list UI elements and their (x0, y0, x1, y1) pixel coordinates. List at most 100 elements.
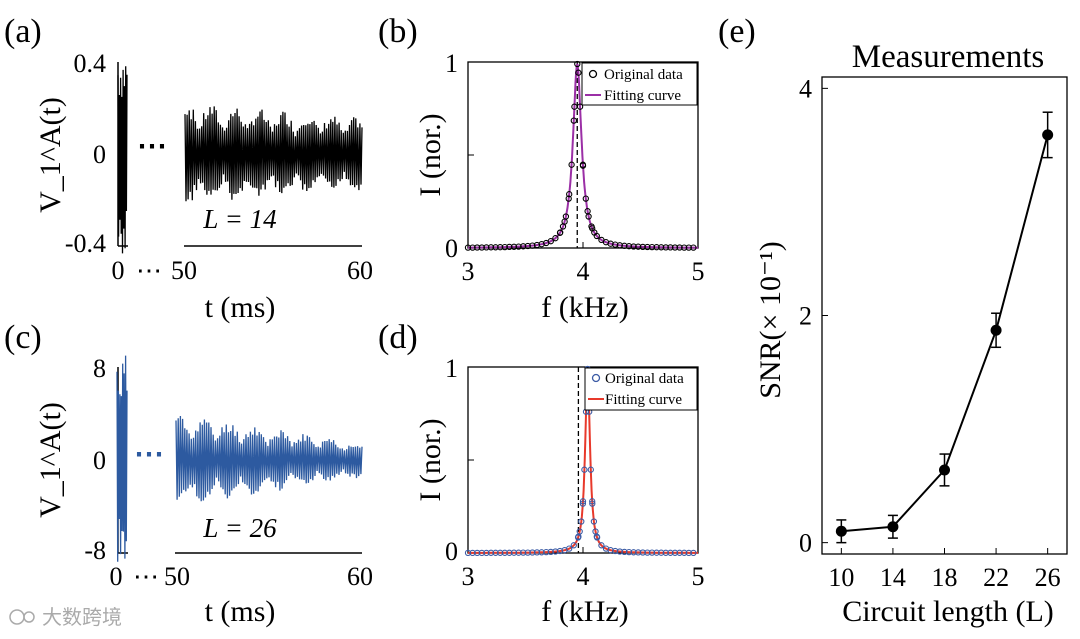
spectrum-data-point (648, 243, 656, 251)
panel-a-ytick-top: 0.4 (74, 49, 107, 78)
panel-e-data-point (887, 521, 899, 533)
spectrum-data-point (552, 548, 559, 555)
spectrum-data-point (621, 242, 628, 249)
watermark: 大数跨境 (9, 605, 122, 629)
spectrum-data-point (506, 243, 513, 251)
spectrum-data-point (547, 548, 554, 556)
panel-b-legend: Original data Fitting curve (581, 62, 698, 106)
spectrum-data-point (574, 60, 581, 68)
spectrum-data-point (644, 549, 651, 556)
panel-b-ylabel: I (nor.) (414, 113, 447, 196)
panel-a-ytick-mid: 0 (93, 140, 106, 169)
spectrum-data-point (533, 549, 541, 556)
watermark-logo-icon (9, 609, 25, 625)
spectrum-data-point (524, 242, 531, 250)
spectrum-data-point (585, 213, 592, 220)
spectrum-data-point (616, 242, 623, 249)
spectrum-data-point (469, 244, 476, 251)
spectrum-data-point (575, 69, 582, 76)
panel-d-ytick-0: 0 (445, 537, 458, 566)
panel-b-legend-marker (588, 69, 598, 79)
spectrum-data-point (464, 549, 472, 557)
spectrum-data-point (497, 549, 504, 556)
spectrum-data-point (591, 229, 598, 236)
spectrum-data-point (630, 243, 637, 250)
panel-e-ylabel: SNR(× 10⁻¹) (754, 241, 787, 399)
panel-c-xtick-dots: ⋯ (133, 562, 159, 591)
panel-b-xtick-5: 5 (692, 257, 705, 286)
spectrum-data-point (616, 548, 623, 555)
panel-c-ylabel: V_1^A(t) (34, 402, 67, 518)
spectrum-data-point (648, 549, 656, 556)
panel-e-xlabel: Circuit length (L) (842, 595, 1054, 628)
spectrum-data-point (492, 549, 499, 556)
spectrum-data-point (524, 549, 531, 556)
spectrum-data-point (662, 549, 669, 556)
watermark-logo-dot-icon (23, 611, 35, 623)
panel-c-xtick-0: 0 (110, 562, 123, 591)
spectrum-data-point (625, 548, 633, 556)
panel-c-ytick-mid: 0 (93, 446, 106, 475)
panel-e-ytick-label: 0 (799, 529, 812, 558)
spectrum-data-point (483, 549, 490, 557)
spectrum-data-point (658, 549, 665, 556)
spectrum-data-point (570, 542, 577, 549)
spectrum-data-point (520, 243, 527, 250)
spectrum-data-point (529, 549, 536, 556)
panel-d-xlabel: f (kHz) (541, 595, 628, 628)
panel-e-xtick-label: 18 (932, 563, 958, 592)
panel-b-ytick-0: 0 (445, 234, 458, 263)
spectrum-data-point (667, 549, 674, 556)
spectrum-data-point (653, 549, 660, 556)
spectrum-data-point (581, 466, 588, 473)
spectrum-data-point (690, 244, 697, 251)
panel-e-data-point (1042, 129, 1054, 141)
panel-e-data-point (939, 464, 950, 476)
spectrum-data-point (685, 244, 692, 251)
panel-d-xtick-5: 5 (692, 562, 705, 591)
panel-e-ytick-label: 2 (799, 302, 812, 331)
panel-a-xtick-60: 60 (347, 256, 373, 285)
spectrum-data-point (639, 549, 646, 556)
spectrum-data-point (690, 549, 697, 557)
panel-e-xtick-label: 22 (983, 563, 1009, 592)
panel-d: 1 0 3 4 5 f (kHz) I (nor.) Original data… (414, 354, 705, 628)
watermark-text: 大数跨境 (42, 605, 122, 629)
spectrum-data-point (566, 191, 573, 198)
panel-c-signal-end (175, 415, 363, 502)
panel-d-label: (d) (378, 319, 418, 356)
spectrum-data-point (552, 235, 559, 242)
spectrum-data-point (565, 195, 572, 202)
panel-c-ytick-top: 8 (93, 354, 106, 383)
panel-b-legend-fit: Fitting curve (604, 88, 681, 104)
spectrum-data-point (590, 518, 598, 525)
panel-a-xtick-0: 0 (112, 256, 125, 285)
spectrum-data-point (612, 547, 619, 555)
panel-c-xlabel: t (ms) (205, 595, 276, 628)
panel-e-xtick-label: 10 (828, 563, 854, 592)
spectrum-data-point (464, 244, 472, 251)
panel-e-data-points (835, 111, 1054, 544)
panel-e-title: Measurements (852, 39, 1044, 75)
spectrum-data-point (589, 498, 596, 505)
spectrum-data-point (671, 244, 679, 251)
spectrum-data-point (625, 243, 633, 250)
spectrum-data-point (487, 549, 495, 556)
spectrum-data-point (681, 244, 688, 251)
spectrum-data-point (562, 213, 570, 220)
spectrum-data-point (483, 244, 490, 251)
panel-a-signal-end (184, 106, 363, 202)
spectrum-data-point (671, 549, 679, 556)
panel-d-xtick-4: 4 (577, 562, 590, 591)
panel-b-label: (b) (378, 13, 418, 50)
spectrum-data-point (559, 223, 567, 230)
panel-e-xtick-label: 14 (880, 563, 906, 592)
spectrum-data-point (576, 103, 584, 110)
panel-b-legend-box (581, 62, 698, 106)
spectrum-data-point (592, 528, 599, 535)
panel-c-ellipsis: ⋯ (134, 438, 164, 471)
panel-c-ytick-bottom: -8 (84, 536, 106, 565)
panel-e-ytick-label: 4 (799, 74, 812, 103)
spectrum-data-point (589, 500, 596, 507)
